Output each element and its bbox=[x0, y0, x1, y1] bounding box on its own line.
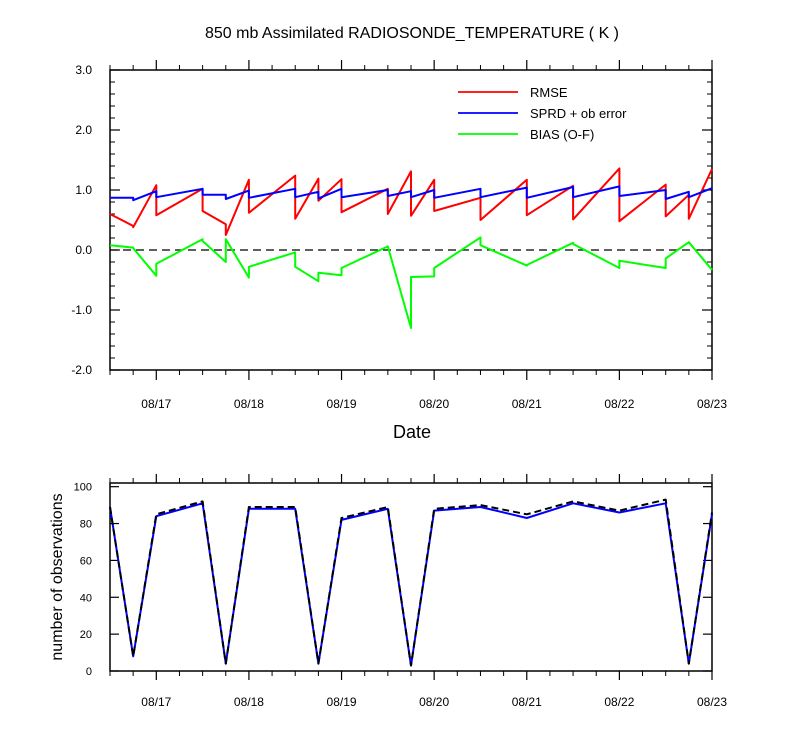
x-tick-label: 08/19 bbox=[327, 397, 357, 411]
y-axis-label: number of observations bbox=[49, 493, 66, 660]
series-line-possible bbox=[109, 498, 713, 667]
legend-label: BIAS (O-F) bbox=[530, 127, 594, 142]
y-tick-label: 1.0 bbox=[75, 183, 92, 197]
legend: RMSE SPRD + ob error BIAS (O-F) bbox=[458, 85, 627, 142]
x-tick-label: 08/21 bbox=[512, 397, 542, 411]
top-panel: 850 mb Assimilated RADIOSONDE_TEMPERATUR… bbox=[71, 25, 727, 442]
y-tick-label: 80 bbox=[80, 519, 92, 531]
y-tick-label: -1.0 bbox=[71, 303, 92, 317]
y-tick-label: 100 bbox=[74, 482, 92, 494]
y-tick-label: 2.0 bbox=[75, 123, 92, 137]
x-tick-label: 08/22 bbox=[604, 397, 634, 411]
legend-label: RMSE bbox=[530, 85, 568, 100]
x-tick-label: 08/21 bbox=[512, 695, 542, 709]
x-tick-label: 08/18 bbox=[234, 695, 264, 709]
y-tick-label: 40 bbox=[80, 592, 92, 604]
y-tick-label: 0.0 bbox=[75, 243, 92, 257]
x-tick-label: 08/20 bbox=[419, 695, 449, 709]
series-line-assimilated bbox=[109, 502, 713, 667]
series-group bbox=[109, 498, 713, 667]
axis-ticks bbox=[109, 60, 713, 380]
x-tick-label: 08/17 bbox=[141, 695, 171, 709]
x-tick-label: 08/17 bbox=[141, 397, 171, 411]
x-tick-label: 08/23 bbox=[697, 397, 727, 411]
x-axis-label: Date bbox=[393, 422, 431, 442]
legend-label: SPRD + ob error bbox=[530, 106, 627, 121]
series-line-sprd-ob-error bbox=[110, 185, 713, 202]
x-tick-labels: 08/17 08/18 08/19 08/20 08/21 08/22 08/23 bbox=[141, 695, 727, 709]
series-line-rmse bbox=[109, 167, 713, 236]
y-tick-labels: 0 20 40 60 80 100 bbox=[74, 482, 92, 678]
y-tick-label: 0 bbox=[86, 666, 92, 678]
series-line-bias-o-f bbox=[109, 236, 713, 329]
x-tick-label: 08/22 bbox=[604, 695, 634, 709]
y-tick-label: 60 bbox=[80, 555, 92, 567]
y-tick-label: 20 bbox=[80, 629, 92, 641]
chart-title: 850 mb Assimilated RADIOSONDE_TEMPERATUR… bbox=[205, 25, 619, 42]
y-tick-label: 3.0 bbox=[75, 63, 92, 77]
series-group bbox=[109, 167, 713, 329]
x-tick-label: 08/18 bbox=[234, 397, 264, 411]
x-tick-label: 08/23 bbox=[697, 695, 727, 709]
x-tick-label: 08/20 bbox=[419, 397, 449, 411]
y-tick-label: -2.0 bbox=[71, 363, 92, 377]
axis-ticks bbox=[109, 474, 713, 680]
x-tick-labels: 08/17 08/18 08/19 08/20 08/21 08/22 08/23 bbox=[141, 397, 727, 411]
y-tick-labels: 3.0 2.0 1.0 0.0 -1.0 -2.0 bbox=[71, 63, 92, 377]
x-tick-label: 08/19 bbox=[327, 695, 357, 709]
